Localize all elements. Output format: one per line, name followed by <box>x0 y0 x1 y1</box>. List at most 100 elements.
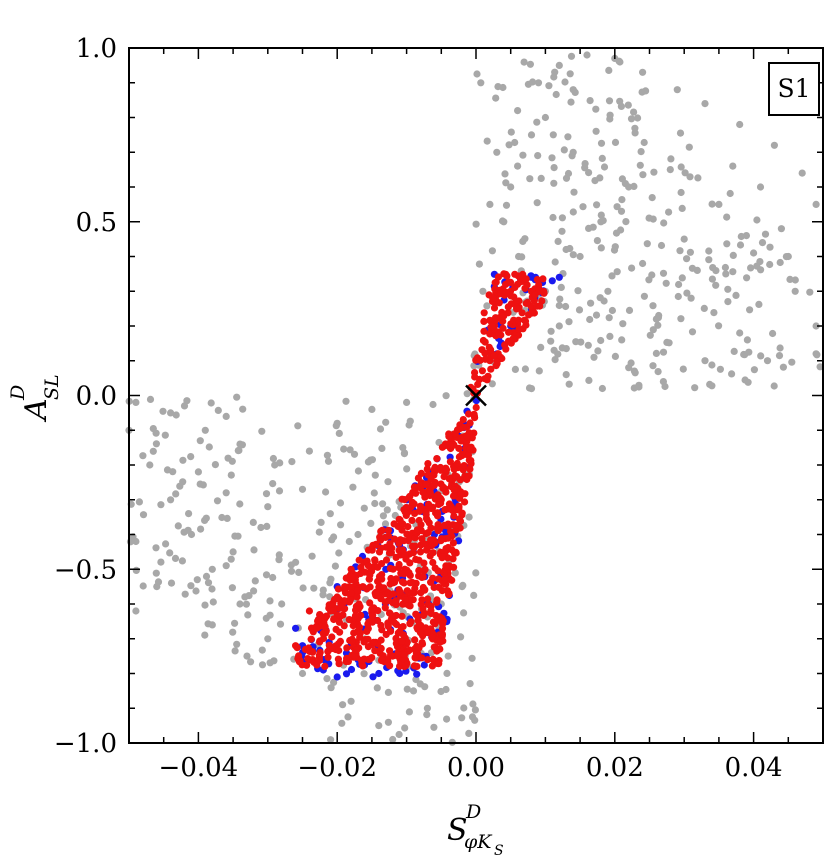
gray-point <box>477 79 485 87</box>
gray-point <box>606 111 614 119</box>
red-point <box>336 637 344 646</box>
gray-point <box>209 598 217 606</box>
gray-point <box>250 587 258 595</box>
gray-point <box>511 365 519 373</box>
gray-point <box>443 669 451 678</box>
gray-point <box>624 101 632 109</box>
gray-point <box>157 558 165 566</box>
red-point <box>420 559 428 567</box>
gray-point <box>187 453 195 461</box>
gray-point <box>604 287 612 295</box>
y-axis-title-sub: SL <box>41 374 63 400</box>
gray-point <box>324 457 333 465</box>
gray-point <box>788 358 796 366</box>
gray-point <box>700 304 708 312</box>
red-point <box>416 548 425 556</box>
gray-point <box>630 367 639 375</box>
gray-point <box>743 274 751 282</box>
gray-point <box>502 179 510 187</box>
red-point <box>384 656 392 664</box>
red-point <box>521 317 530 325</box>
gray-point <box>736 120 744 129</box>
gray-point <box>541 113 550 122</box>
x-axis-title: S D φK S <box>447 801 504 858</box>
gray-point <box>776 344 784 352</box>
gray-point <box>527 131 536 139</box>
gray-point <box>812 322 820 330</box>
red-point <box>335 646 343 655</box>
red-point <box>377 621 385 630</box>
gray-point <box>791 287 799 295</box>
gray-point <box>616 97 624 105</box>
gray-point <box>643 240 651 248</box>
red-point <box>378 560 386 568</box>
red-point <box>461 498 469 506</box>
red-point <box>441 521 449 530</box>
gray-point <box>244 611 252 619</box>
gray-point <box>275 487 284 495</box>
gray-point <box>566 70 574 78</box>
red-point <box>504 309 512 317</box>
red-point <box>434 583 443 591</box>
red-point <box>341 583 349 591</box>
red-point <box>415 620 423 629</box>
red-point <box>472 403 480 412</box>
gray-point <box>511 138 519 147</box>
gray-point <box>742 232 751 240</box>
gray-point <box>741 376 749 384</box>
gray-point <box>229 548 237 556</box>
gray-point <box>486 200 494 208</box>
gray-point <box>295 568 303 577</box>
red-point <box>398 637 406 645</box>
red-point <box>448 576 456 584</box>
gray-point <box>678 274 686 282</box>
gray-point <box>157 501 165 509</box>
red-point <box>436 645 444 653</box>
red-point <box>459 416 467 424</box>
red-point <box>450 563 458 571</box>
gray-point <box>756 258 764 266</box>
gray-point <box>427 649 435 657</box>
red-point <box>449 539 457 547</box>
gray-point <box>373 684 381 692</box>
gray-point <box>666 166 674 174</box>
gray-point <box>370 489 378 497</box>
red-point <box>453 459 461 468</box>
gray-point <box>149 447 157 455</box>
red-point <box>424 460 432 468</box>
gray-point <box>592 105 600 113</box>
gray-point <box>548 154 556 162</box>
red-point <box>364 562 372 570</box>
gray-point <box>575 306 584 314</box>
gray-point <box>555 301 563 310</box>
gray-point <box>715 322 723 330</box>
gray-point <box>201 426 209 434</box>
gray-point <box>342 397 350 405</box>
gray-point <box>443 715 451 723</box>
red-point <box>423 545 431 553</box>
gray-point <box>618 336 626 344</box>
gray-point <box>466 680 474 688</box>
red-point <box>435 500 443 508</box>
gray-point <box>167 579 176 587</box>
gray-point <box>458 714 466 722</box>
red-point <box>348 637 356 646</box>
gray-point <box>806 288 814 296</box>
gray-point <box>185 509 193 518</box>
gray-point <box>249 518 257 527</box>
red-point <box>470 410 478 418</box>
red-point <box>442 562 450 570</box>
gray-point <box>403 685 411 693</box>
gray-point <box>567 98 575 106</box>
gray-point <box>652 349 661 357</box>
x-tick-label: 0.00 <box>447 753 505 783</box>
red-point <box>424 595 432 603</box>
gray-point <box>728 370 736 378</box>
gray-point <box>224 454 232 462</box>
gray-point <box>547 327 555 335</box>
gray-point <box>645 214 653 222</box>
gray-point <box>747 264 755 272</box>
gray-point <box>378 444 386 452</box>
panel-label-frame <box>768 62 820 116</box>
red-point <box>429 558 437 567</box>
